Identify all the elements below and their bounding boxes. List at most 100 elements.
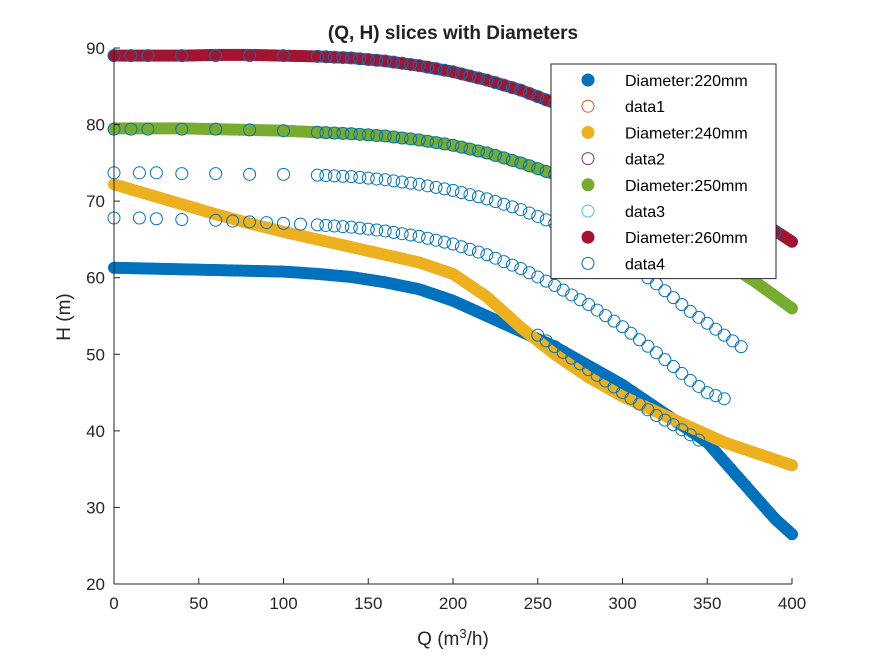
data-point xyxy=(692,433,706,447)
data-point xyxy=(658,353,672,367)
data-point xyxy=(514,156,528,170)
x-tick-label: 300 xyxy=(608,594,636,613)
data-point xyxy=(709,322,723,336)
y-tick-label: 20 xyxy=(86,575,105,594)
data-point xyxy=(488,148,502,162)
data-point xyxy=(514,83,528,97)
series-diameter-220mm xyxy=(108,261,798,541)
data-point xyxy=(361,171,375,185)
x-axis-label-main: Q (m xyxy=(417,629,459,650)
data-point xyxy=(226,214,240,228)
data-point xyxy=(412,177,426,191)
legend-marker xyxy=(581,99,595,113)
x-tick-label: 100 xyxy=(269,594,297,613)
data-point xyxy=(141,49,155,63)
data-point xyxy=(480,73,494,87)
data-point xyxy=(786,528,798,541)
series-open-curve-3 xyxy=(107,211,731,406)
data-point xyxy=(209,213,223,227)
data-point xyxy=(556,283,570,297)
data-point xyxy=(378,129,392,143)
data-point xyxy=(514,262,528,276)
legend: Diameter:220mm data1 Diameter:240mm data2 Di… xyxy=(550,63,777,280)
data-point xyxy=(141,122,155,136)
legend-label: data2 xyxy=(625,152,665,169)
legend-marker xyxy=(581,204,595,218)
data-point xyxy=(319,218,333,232)
data-point xyxy=(480,248,494,262)
data-point xyxy=(429,62,443,76)
data-point xyxy=(412,229,426,243)
data-point xyxy=(175,167,189,181)
data-point xyxy=(522,86,536,100)
data-point xyxy=(531,209,545,223)
data-point xyxy=(243,49,257,63)
data-point xyxy=(786,235,798,248)
legend-marker xyxy=(581,178,595,192)
data-point xyxy=(387,174,401,188)
data-point xyxy=(319,50,333,64)
data-point xyxy=(404,57,418,71)
data-point xyxy=(565,288,579,302)
data-point xyxy=(293,217,307,231)
legend-marker xyxy=(581,230,595,244)
legend-marker xyxy=(581,73,595,87)
data-point xyxy=(539,274,553,288)
data-point xyxy=(786,459,798,472)
data-point xyxy=(717,328,731,342)
data-point xyxy=(209,122,223,136)
chart-title: (Q, H) slices with Diameters xyxy=(328,23,578,44)
data-point xyxy=(412,133,426,147)
data-point xyxy=(361,222,375,236)
data-point xyxy=(421,179,435,193)
legend-label: Diameter:250mm xyxy=(625,178,748,195)
x-axis-label-sup: 3 xyxy=(459,626,466,641)
data-point xyxy=(522,266,536,280)
data-point xyxy=(786,302,798,315)
data-point xyxy=(353,52,367,66)
y-tick-label: 30 xyxy=(86,498,105,517)
data-point xyxy=(124,122,138,136)
data-point xyxy=(599,309,613,323)
data-point xyxy=(353,170,367,184)
data-point xyxy=(319,126,333,140)
data-point xyxy=(692,379,706,393)
y-tick-label: 70 xyxy=(86,192,105,211)
data-point xyxy=(531,270,545,284)
data-point xyxy=(683,373,697,387)
data-point xyxy=(463,188,477,202)
legend-label: Diameter:240mm xyxy=(625,125,748,142)
legend-label: data3 xyxy=(625,204,665,221)
data-point xyxy=(310,168,324,182)
data-point xyxy=(327,219,341,233)
legend-label: data4 xyxy=(625,256,665,273)
data-point xyxy=(573,293,587,307)
y-tick-label: 60 xyxy=(86,269,105,288)
x-axis-label: Q (m3/h) xyxy=(417,626,489,650)
data-point xyxy=(632,333,646,347)
x-tick-label: 50 xyxy=(189,594,208,613)
data-point xyxy=(463,242,477,256)
data-point xyxy=(209,49,223,63)
data-point xyxy=(243,123,257,137)
data-point xyxy=(336,169,350,183)
data-point xyxy=(421,60,435,74)
data-point xyxy=(344,127,358,141)
data-point xyxy=(370,53,384,67)
legend-label: Diameter:220mm xyxy=(625,73,748,90)
data-point xyxy=(471,245,485,259)
data-point xyxy=(327,169,341,183)
data-point xyxy=(327,50,341,64)
data-point xyxy=(319,168,333,182)
data-point xyxy=(471,190,485,204)
data-point xyxy=(344,170,358,184)
data-point xyxy=(641,339,655,353)
x-tick-label: 350 xyxy=(693,594,721,613)
data-point xyxy=(446,138,460,152)
data-point xyxy=(726,334,740,348)
y-tick-label: 50 xyxy=(86,345,105,364)
data-point xyxy=(700,316,714,330)
data-point xyxy=(471,71,485,85)
data-point xyxy=(709,389,723,403)
